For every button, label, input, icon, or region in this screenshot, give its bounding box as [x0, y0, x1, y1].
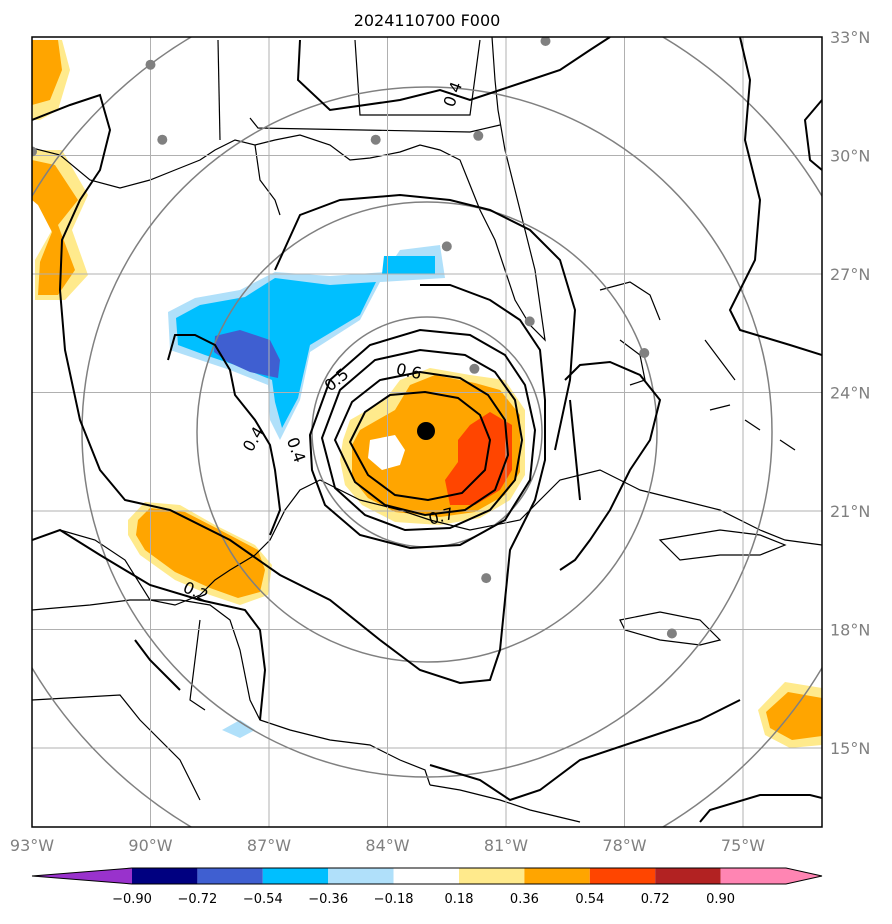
- lon-tick-label: 81°W: [484, 836, 528, 855]
- station-marker: [540, 37, 551, 46]
- lon-tick-label: 87°W: [247, 836, 291, 855]
- coastlines: [32, 37, 822, 823]
- colorbar-segment: [328, 868, 394, 884]
- lon-tick-label: 93°W: [10, 836, 54, 855]
- colorbar-tick-label: 0.90: [706, 892, 735, 907]
- lat-tick-label: 15°N: [830, 739, 870, 758]
- station-marker: [441, 241, 452, 252]
- lat-tick-label: 33°N: [830, 28, 870, 47]
- station-marker: [639, 348, 650, 358]
- shaded-field: [32, 40, 822, 748]
- lat-tick-label: 24°N: [830, 384, 870, 403]
- station-marker: [469, 363, 480, 374]
- contour-label: 0.6: [394, 359, 423, 383]
- colorbar-segment: [524, 868, 590, 884]
- contour-label: 0.4: [283, 435, 310, 465]
- colorbar: −0.90 −0.72 −0.54 −0.36 −0.18 0.18 0.36 …: [31, 867, 823, 907]
- lon-tick-label: 90°W: [128, 836, 172, 855]
- station-marker: [32, 146, 37, 157]
- lat-tick-labels: 33°N 30°N 27°N 24°N 21°N 18°N 15°N: [830, 28, 870, 758]
- lat-tick-label: 30°N: [830, 147, 870, 166]
- station-marker: [481, 573, 492, 584]
- colorbar-extend-max: [786, 868, 822, 884]
- colorbar-segment: [655, 868, 721, 884]
- colorbar-tick-label: −0.90: [112, 892, 152, 907]
- lon-tick-labels: 93°W 90°W 87°W 84°W 81°W 78°W 75°W: [10, 836, 765, 855]
- lon-tick-label: 78°W: [602, 836, 646, 855]
- station-marker: [666, 628, 677, 639]
- chart-title: 2024110700 F000: [354, 11, 501, 30]
- colorbar-segment: [589, 868, 656, 884]
- colorbar-segment: [459, 868, 525, 884]
- colorbar-tick-label: −0.36: [308, 892, 348, 907]
- station-marker: [157, 134, 168, 145]
- colorbar-tick-label: −0.54: [243, 892, 283, 907]
- contours: [32, 37, 822, 823]
- colorbar-tick-label: 0.54: [575, 892, 604, 907]
- contour-label: 0.4: [239, 423, 268, 455]
- colorbar-tick-label: 0.18: [445, 892, 474, 907]
- lat-tick-label: 27°N: [830, 265, 870, 284]
- colorbar-tick-label: −0.18: [374, 892, 414, 907]
- station-marker: [370, 134, 381, 145]
- station-markers: [32, 37, 677, 639]
- colorbar-extend-min: [32, 868, 132, 884]
- colorbar-segment: [720, 868, 786, 884]
- colorbar-tick-labels: −0.90 −0.72 −0.54 −0.36 −0.18 0.18 0.36 …: [112, 892, 735, 907]
- lat-tick-label: 21°N: [830, 502, 870, 521]
- colorbar-tick-label: −0.72: [177, 892, 217, 907]
- colorbar-tick-label: 0.36: [510, 892, 539, 907]
- lon-tick-label: 75°W: [721, 836, 765, 855]
- colorbar-outline: [31, 867, 823, 885]
- colorbar-tick-label: 0.72: [641, 892, 670, 907]
- contour-label: 0.4: [440, 79, 467, 109]
- map-frame: [31, 36, 823, 828]
- map-area: 0.4 0.5 0.6 0.4 0.4 0.7 0.2: [32, 37, 822, 827]
- lat-tick-label: 18°N: [830, 621, 870, 640]
- station-marker: [524, 316, 535, 327]
- colorbar-segment: [262, 868, 329, 884]
- station-marker: [145, 59, 156, 70]
- lon-tick-label: 84°W: [365, 836, 409, 855]
- colorbar-segment: [132, 868, 198, 884]
- colorbar-segment: [393, 868, 459, 884]
- station-marker: [473, 130, 484, 141]
- colorbar-segment: [197, 868, 263, 884]
- storm-center-marker: [417, 422, 435, 440]
